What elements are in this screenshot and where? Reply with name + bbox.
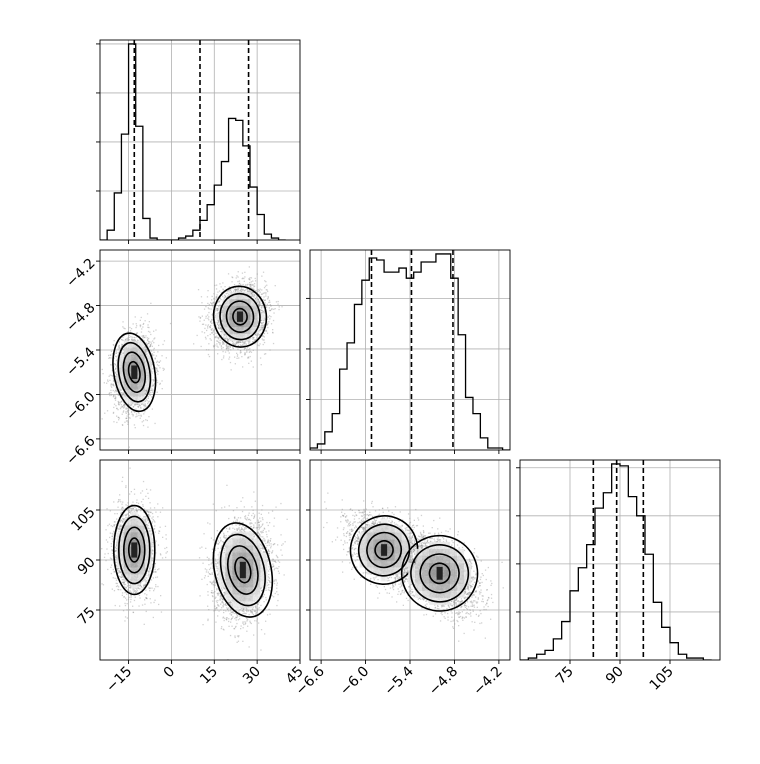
hist-panel-p1 (306, 250, 510, 454)
density-cell (124, 547, 131, 554)
x-tick-label: 30 (240, 664, 264, 688)
density-panel-p1_vs_p0: −6.6 −6.0 −5.4 −4.8 −4.2 (63, 250, 300, 469)
density-cell (237, 299, 244, 306)
density-core (381, 544, 387, 556)
x-tick-label: −5.4 (381, 663, 416, 698)
x-tick-label: −4.8 (426, 664, 461, 699)
density-cell (145, 540, 152, 547)
density-cell (450, 570, 457, 577)
density-panel-p2_vs_p1: −6.6−6.0−5.4−4.8−4.2 (293, 460, 510, 699)
x-tick-label: 75 (553, 664, 577, 688)
density-cell (381, 533, 388, 540)
density-cell (258, 313, 265, 320)
density-cell (131, 575, 138, 582)
density-cell (225, 560, 232, 567)
y-tick-label: 105 (68, 504, 98, 534)
density-core (437, 567, 443, 580)
x-tick-label: 0 (161, 664, 179, 682)
y-tick-label: −4.8 (63, 300, 98, 335)
density-cell (360, 547, 367, 554)
density-cell (381, 561, 388, 568)
hist-panel-p0 (96, 40, 300, 244)
x-tick-label: 90 (603, 664, 627, 688)
x-tick-label: 15 (197, 664, 221, 688)
hist-panel-p2: 75 90 105 (516, 460, 720, 694)
density-cell (131, 519, 138, 526)
density-cell (145, 554, 152, 561)
y-tick-label: 90 (75, 554, 99, 578)
density-cell (239, 539, 246, 546)
y-tick-label: −5.4 (63, 344, 98, 379)
x-tick-label: −15 (103, 664, 135, 696)
density-cell (232, 539, 239, 546)
density-cell (436, 584, 443, 591)
density-mode (205, 517, 281, 623)
density-cell (260, 574, 267, 581)
density-cell (367, 533, 374, 540)
density-cell (117, 540, 124, 547)
density-cell (131, 355, 138, 362)
density-cell (436, 556, 443, 563)
x-tick-label: −4.2 (470, 664, 505, 699)
x-tick-label: −6.0 (337, 664, 372, 699)
y-tick-label: −6.0 (63, 389, 98, 424)
density-cell (218, 560, 225, 567)
density-cell (381, 526, 388, 533)
y-tick-label: −6.6 (63, 433, 98, 468)
x-tick-label: 105 (647, 664, 677, 694)
density-cell (395, 561, 402, 568)
y-tick-label: −4.2 (63, 255, 98, 290)
density-cell (216, 313, 223, 320)
density-core (237, 311, 243, 321)
density-core (240, 562, 246, 578)
density-cell (381, 568, 388, 575)
density-core (131, 542, 137, 557)
density-cell (117, 554, 124, 561)
density-core (131, 365, 137, 378)
density-cell (246, 595, 253, 602)
density-mode (114, 506, 155, 595)
density-cell (253, 574, 260, 581)
density-cell (145, 547, 152, 554)
density-mode (211, 284, 270, 350)
y-tick-label: 75 (75, 604, 99, 628)
density-cell (138, 547, 145, 554)
density-cell (422, 570, 429, 577)
density-cell (117, 547, 124, 554)
density-cell (131, 383, 138, 390)
density-cell (237, 327, 244, 334)
density-cell (239, 595, 246, 602)
histogram-p2 (520, 464, 712, 660)
